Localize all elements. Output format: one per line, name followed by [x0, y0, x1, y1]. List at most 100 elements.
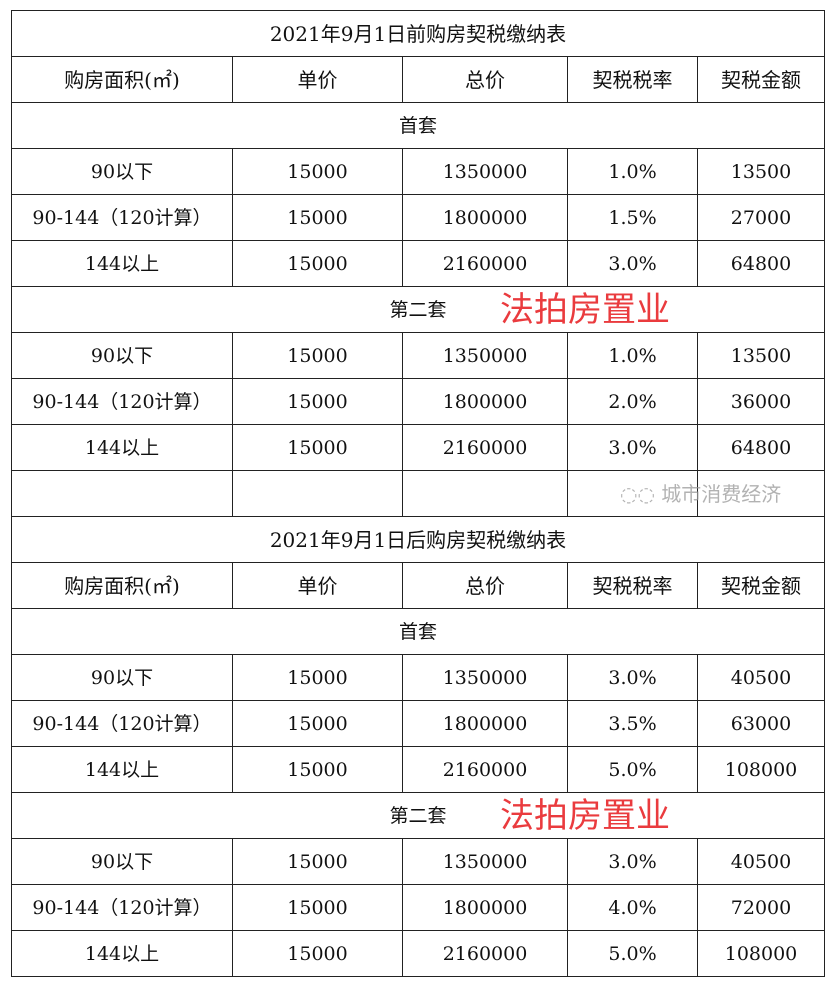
table-cell: 13500	[696, 148, 826, 195]
table-row: 90以下 15000 1350000 1.0% 13500	[11, 332, 826, 379]
table-cell: 40500	[696, 654, 826, 701]
table-cell: 15000	[232, 332, 403, 379]
table-cell: 2160000	[402, 746, 568, 793]
table-cell: 90以下	[11, 332, 233, 379]
table-cell: 2.0%	[567, 378, 698, 425]
table-cell: 1350000	[402, 838, 568, 885]
table-cell: 15000	[232, 654, 403, 701]
table-cell: 63000	[696, 700, 826, 747]
table-cell: 5.0%	[567, 930, 698, 977]
table-cell: 15000	[232, 424, 403, 471]
table-cell: 144以上	[11, 746, 233, 793]
table-cell: 1.0%	[567, 148, 698, 195]
column-header: 总价	[402, 56, 568, 103]
table-cell: 15000	[232, 930, 403, 977]
column-header: 单价	[232, 56, 403, 103]
table-cell: 1350000	[402, 148, 568, 195]
table-title-row: 2021年9月1日后购房契税缴纳表	[10, 516, 826, 563]
empty-cell	[567, 470, 698, 517]
table-cell: 108000	[696, 746, 826, 793]
empty-row	[11, 470, 826, 517]
table-row: 90以下 15000 1350000 1.0% 13500	[11, 148, 826, 195]
table-cell: 15000	[232, 838, 403, 885]
section-label: 首套	[10, 102, 826, 149]
column-header: 契税金额	[696, 562, 826, 609]
table-cell: 64800	[696, 424, 826, 471]
table-cell: 1.0%	[567, 332, 698, 379]
table-cell: 3.5%	[567, 700, 698, 747]
wechat-icon: ◌◌	[620, 481, 662, 506]
section-label: 第二套	[10, 286, 826, 333]
table-cell: 15000	[232, 746, 403, 793]
table-cell: 144以上	[11, 424, 233, 471]
table-title: 2021年9月1日后购房契税缴纳表	[10, 516, 826, 563]
tax-table: 2021年9月1日前购房契税缴纳表 购房面积(㎡) 单价 总价 契税税率 契税金额 首套 90…	[10, 10, 826, 977]
table-row: 144以上 15000 2160000 5.0% 108000	[11, 930, 826, 977]
section-label: 首套	[10, 608, 826, 655]
column-header: 契税税率	[567, 562, 698, 609]
table-cell: 15000	[232, 884, 403, 931]
table-cell: 1.5%	[567, 194, 698, 241]
header-row: 购房面积(㎡) 单价 总价 契税税率 契税金额	[11, 562, 826, 609]
table-cell: 1800000	[402, 378, 568, 425]
table-row: 144以上 15000 2160000 5.0% 108000	[11, 746, 826, 793]
column-header: 契税税率	[567, 56, 698, 103]
column-header: 单价	[232, 562, 403, 609]
table-cell: 3.0%	[567, 240, 698, 287]
table-cell: 72000	[696, 884, 826, 931]
table-cell: 15000	[232, 240, 403, 287]
table-cell: 144以上	[11, 240, 233, 287]
table-cell: 144以上	[11, 930, 233, 977]
column-header: 购房面积(㎡)	[11, 56, 233, 103]
table-row: 90-144（120计算） 15000 1800000 3.5% 63000	[11, 700, 826, 747]
table-cell: 15000	[232, 700, 403, 747]
table-row: 90以下 15000 1350000 3.0% 40500	[11, 654, 826, 701]
table-cell: 2160000	[402, 240, 568, 287]
table-row: 144以上 15000 2160000 3.0% 64800	[11, 240, 826, 287]
section-row: 首套	[10, 608, 826, 655]
table-cell: 13500	[696, 332, 826, 379]
table-cell: 90-144（120计算）	[11, 884, 233, 931]
table-cell: 15000	[232, 194, 403, 241]
table-cell: 1350000	[402, 654, 568, 701]
table-cell: 5.0%	[567, 746, 698, 793]
table-cell: 4.0%	[567, 884, 698, 931]
table-cell: 36000	[696, 378, 826, 425]
table-row: 90-144（120计算） 15000 1800000 2.0% 36000	[11, 378, 826, 425]
section-row: 第二套	[10, 792, 826, 839]
header-row: 购房面积(㎡) 单价 总价 契税税率 契税金额	[11, 56, 826, 103]
column-header: 契税金额	[696, 56, 826, 103]
table-cell: 3.0%	[567, 838, 698, 885]
table-row: 90以下 15000 1350000 3.0% 40500	[11, 838, 826, 885]
table-row: 90-144（120计算） 15000 1800000 4.0% 72000	[11, 884, 826, 931]
section-label: 第二套	[10, 792, 826, 839]
table-row: 144以上 15000 2160000 3.0% 64800	[11, 424, 826, 471]
empty-cell	[11, 470, 233, 517]
table-cell: 40500	[696, 838, 826, 885]
section-row: 首套	[10, 102, 826, 149]
section-row: 第二套	[10, 286, 826, 333]
table-cell: 2160000	[402, 424, 568, 471]
column-header: 总价	[402, 562, 568, 609]
table-cell: 15000	[232, 378, 403, 425]
table-cell: 90以下	[11, 654, 233, 701]
table-cell: 3.0%	[567, 424, 698, 471]
empty-cell	[232, 470, 403, 517]
table-cell: 108000	[696, 930, 826, 977]
table-cell: 1800000	[402, 700, 568, 747]
table-cell: 27000	[696, 194, 826, 241]
empty-cell	[402, 470, 568, 517]
table-title: 2021年9月1日前购房契税缴纳表	[10, 10, 826, 57]
table-cell: 1800000	[402, 194, 568, 241]
table-title-row: 2021年9月1日前购房契税缴纳表	[10, 10, 826, 57]
table-cell: 90-144（120计算）	[11, 378, 233, 425]
table-cell: 1800000	[402, 884, 568, 931]
table-cell: 15000	[232, 148, 403, 195]
table-cell: 64800	[696, 240, 826, 287]
table-row: 90-144（120计算） 15000 1800000 1.5% 27000	[11, 194, 826, 241]
table-cell: 90-144（120计算）	[11, 700, 233, 747]
table-cell: 2160000	[402, 930, 568, 977]
table-cell: 90-144（120计算）	[11, 194, 233, 241]
wechat-watermark: ◌◌ 城市消费经济	[620, 481, 782, 506]
table-cell: 1350000	[402, 332, 568, 379]
